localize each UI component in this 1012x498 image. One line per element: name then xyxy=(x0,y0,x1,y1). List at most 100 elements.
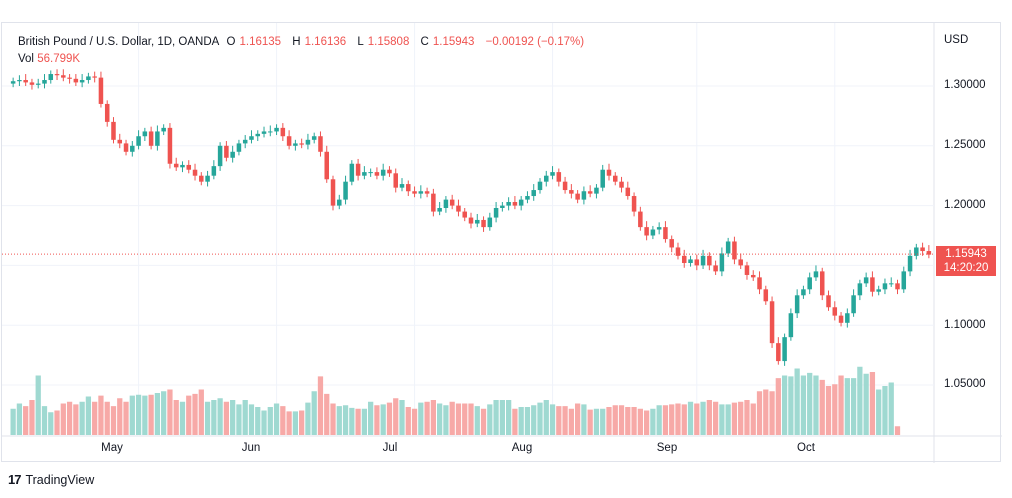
candle-body xyxy=(757,277,762,290)
tradingview-logo-icon: 17 xyxy=(8,472,22,487)
volume-bar xyxy=(474,406,480,435)
volume-bar xyxy=(650,408,656,435)
symbol-title[interactable]: British Pound / U.S. Dollar, 1D, OANDA xyxy=(18,36,220,48)
volume-bar xyxy=(48,412,54,435)
candle-body xyxy=(914,247,919,256)
volume-bar xyxy=(211,400,217,435)
candle-body xyxy=(838,315,844,323)
tradingview-brand[interactable]: 17 TradingView xyxy=(8,472,94,487)
volume-bar xyxy=(186,395,192,435)
y-tick-label: 1.10000 xyxy=(944,319,986,331)
candle-body xyxy=(406,184,411,192)
candle-body xyxy=(763,289,769,302)
candle-body xyxy=(337,199,342,206)
volume-bar xyxy=(123,401,129,435)
volume-bar xyxy=(769,391,775,435)
candle-body xyxy=(173,163,179,168)
candle-body xyxy=(688,259,693,264)
volume-bar xyxy=(424,401,430,435)
change-value: −0.00192 (−0.17%) xyxy=(485,36,585,48)
volume-bar xyxy=(631,407,637,435)
candle-body xyxy=(324,151,329,180)
candle-body xyxy=(456,205,461,212)
volume-bar xyxy=(499,400,505,435)
candle-body xyxy=(211,166,217,176)
volume-bar xyxy=(255,407,261,435)
volume-label: Vol xyxy=(18,53,34,65)
candle-body xyxy=(330,179,336,206)
volume-bar xyxy=(10,408,16,435)
x-tick-label: Aug xyxy=(511,442,533,454)
volume-bar xyxy=(399,400,405,435)
candle-body xyxy=(625,187,631,197)
y-tick-label: 1.20000 xyxy=(944,199,986,211)
volume-bar xyxy=(568,408,574,435)
candle-body xyxy=(92,76,97,78)
volume-bar xyxy=(480,408,487,435)
volume-bar xyxy=(204,401,211,435)
volume-bar xyxy=(712,401,719,435)
volume-bar xyxy=(694,403,700,435)
volume-bar xyxy=(556,406,562,435)
candle-body xyxy=(54,74,60,76)
candle-body xyxy=(67,77,72,79)
candle-body xyxy=(493,207,499,218)
candle-body xyxy=(857,283,863,296)
volume-bar xyxy=(173,400,179,435)
volume-bar xyxy=(148,394,154,435)
candle-body xyxy=(61,75,66,78)
y-tick-label: 1.30000 xyxy=(944,79,986,91)
candle-body xyxy=(550,172,555,176)
volume-bar xyxy=(581,404,587,435)
volume-bar xyxy=(117,398,123,435)
volume-bar xyxy=(411,408,418,435)
volume-bar xyxy=(876,389,882,435)
candle-body xyxy=(870,277,875,292)
candle-body xyxy=(130,145,135,152)
volume-bar xyxy=(311,391,317,435)
volume-bar xyxy=(361,408,368,435)
candle-body xyxy=(782,337,787,362)
candle-body xyxy=(318,136,323,152)
candle-body xyxy=(707,255,712,266)
volume-bar xyxy=(537,402,543,435)
volume-bar xyxy=(549,404,556,435)
candle-body xyxy=(518,199,524,206)
volume-bar xyxy=(317,376,324,435)
volume-bar xyxy=(324,393,330,435)
candle-body xyxy=(217,145,223,167)
volume-bar xyxy=(336,406,342,435)
candle-body xyxy=(268,131,273,133)
candle-body xyxy=(512,202,518,206)
volume-bar xyxy=(543,400,549,435)
candle-body xyxy=(380,169,386,176)
volume-bar xyxy=(637,408,643,435)
volume-bar xyxy=(687,401,694,435)
volume-bar xyxy=(418,402,424,435)
candle-body xyxy=(600,169,605,188)
candle-body xyxy=(788,313,794,338)
candle-body xyxy=(920,247,925,252)
chart-frame[interactable] xyxy=(1,22,1002,463)
volume-bar xyxy=(167,389,173,435)
candle-body xyxy=(167,127,173,164)
candle-body xyxy=(562,181,568,191)
candle-body xyxy=(249,136,254,140)
volume-bar xyxy=(79,401,85,435)
candle-body xyxy=(863,277,869,284)
volume-bar xyxy=(625,407,631,435)
candle-body xyxy=(255,133,261,137)
candle-body xyxy=(437,207,442,212)
candle-body xyxy=(901,271,907,290)
volume-bar xyxy=(700,401,706,435)
candle-body xyxy=(631,196,637,212)
chart-canvas[interactable] xyxy=(2,23,1002,463)
volume-bar xyxy=(380,404,386,435)
volume-bar xyxy=(863,373,869,435)
volume-bar xyxy=(493,400,499,435)
volume-bar xyxy=(681,404,687,435)
volume-bar xyxy=(236,404,242,435)
volume-bar xyxy=(531,405,537,435)
candle-body xyxy=(299,143,304,145)
volume-bar xyxy=(738,401,744,435)
